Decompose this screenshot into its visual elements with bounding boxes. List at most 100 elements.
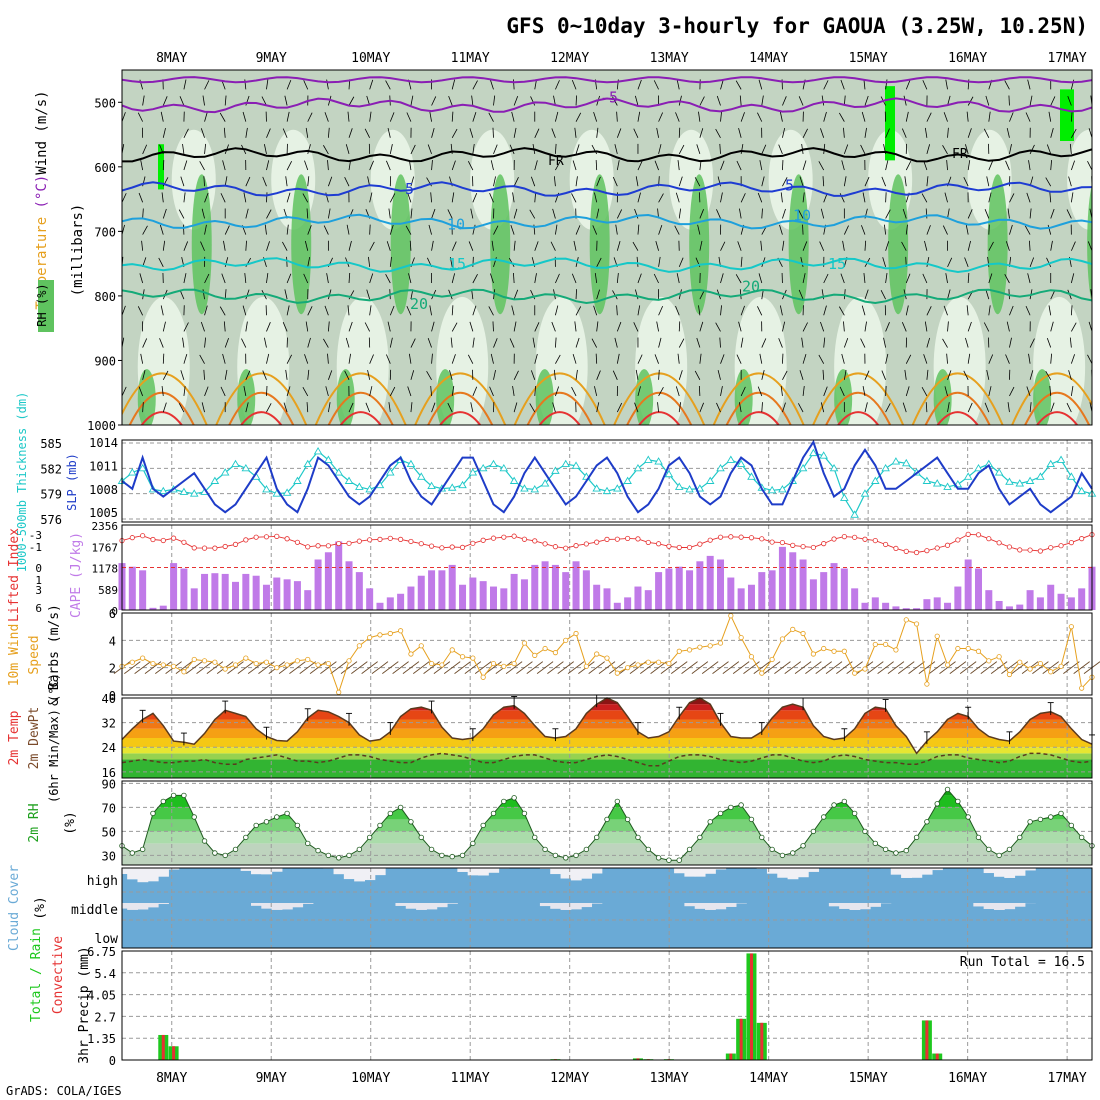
wind-barb bbox=[758, 273, 763, 284]
li-marker bbox=[563, 545, 569, 551]
rh-marker bbox=[666, 857, 672, 863]
surface-wind-barb bbox=[805, 661, 822, 675]
li-marker bbox=[594, 539, 600, 545]
wind-barb bbox=[736, 160, 742, 171]
li-tick-label: 3 bbox=[35, 584, 42, 597]
wind-barb bbox=[864, 402, 868, 413]
high-cloud-gap bbox=[983, 868, 995, 874]
wind-barb bbox=[798, 209, 804, 219]
wind-barb bbox=[720, 160, 725, 171]
li-marker bbox=[294, 539, 301, 545]
wind-barb bbox=[303, 273, 309, 284]
isotherm-25-arch bbox=[1011, 372, 1092, 425]
li-marker bbox=[676, 544, 682, 551]
wind-barb bbox=[284, 95, 288, 106]
surface-wind-barb bbox=[712, 661, 729, 675]
wind-barb bbox=[633, 322, 639, 332]
thickness-marker bbox=[623, 476, 632, 484]
thickness-marker bbox=[520, 484, 529, 492]
li-marker bbox=[655, 541, 662, 547]
wind-barb bbox=[451, 111, 454, 122]
wind-barb bbox=[1029, 95, 1033, 106]
high-cloud-gap bbox=[374, 868, 386, 876]
wind-barb bbox=[921, 387, 928, 397]
wind-speed-marker bbox=[655, 659, 662, 665]
rh-marker bbox=[170, 792, 177, 799]
wind-barb bbox=[839, 386, 845, 397]
wind-barb bbox=[802, 273, 806, 284]
surface-wind-barb bbox=[433, 661, 451, 675]
wind-barb bbox=[302, 193, 309, 203]
wind-barb bbox=[493, 369, 496, 380]
thickness-marker bbox=[128, 468, 137, 476]
thickness-marker bbox=[736, 459, 746, 468]
wind-barb bbox=[202, 95, 205, 106]
cape-bar bbox=[293, 581, 301, 610]
wind-barb bbox=[984, 402, 990, 413]
wind-barb bbox=[843, 369, 847, 380]
wind-barb bbox=[284, 289, 288, 300]
surface-wind-barb bbox=[206, 661, 224, 675]
wind-barb bbox=[699, 321, 704, 332]
wind-barb bbox=[286, 273, 292, 284]
wind-barb bbox=[739, 95, 742, 106]
wind-barb bbox=[637, 305, 641, 316]
wind-barb bbox=[161, 192, 164, 203]
thickness-marker bbox=[561, 459, 571, 468]
wind-barb bbox=[637, 386, 641, 397]
wind-barb bbox=[596, 257, 602, 268]
high-cloud-gap bbox=[674, 868, 685, 874]
wind-barb bbox=[282, 241, 288, 251]
wind-barb bbox=[1009, 193, 1015, 203]
wind-speed-marker bbox=[470, 655, 476, 661]
li-marker bbox=[996, 540, 1002, 546]
rh-axis-label-2: (%) bbox=[63, 811, 78, 834]
high-cloud-gap bbox=[684, 868, 696, 877]
wind-barb bbox=[677, 160, 680, 171]
wind-speed-marker bbox=[748, 654, 755, 660]
wind-barb bbox=[262, 176, 267, 187]
wind-barb bbox=[575, 369, 578, 380]
wind-barb bbox=[1006, 127, 1010, 138]
rh-marker bbox=[790, 850, 796, 856]
wind-barb bbox=[224, 225, 230, 235]
surface-wind-barb bbox=[918, 661, 936, 675]
isotherm-20 bbox=[122, 288, 1092, 305]
precip-convective-bar bbox=[172, 1046, 176, 1060]
wind-barb bbox=[594, 273, 598, 284]
wind-barb bbox=[575, 225, 581, 235]
wind-barb bbox=[224, 289, 227, 300]
wind-barb bbox=[716, 95, 721, 106]
wind-barb bbox=[694, 370, 701, 381]
wind-barb bbox=[162, 240, 166, 251]
wind-barb bbox=[658, 387, 664, 397]
wind-barb bbox=[1047, 224, 1052, 235]
high-cloud-gap bbox=[1024, 868, 1036, 871]
isotherm-30-arch bbox=[626, 391, 693, 425]
cape-bar bbox=[386, 597, 394, 610]
wind-speed-marker bbox=[140, 655, 146, 661]
wind-barb bbox=[530, 176, 536, 187]
wind-barb bbox=[307, 256, 311, 267]
wind-barb bbox=[1087, 354, 1092, 364]
cape-bar bbox=[1057, 593, 1065, 610]
wind-speed-marker bbox=[150, 660, 156, 667]
wind-barb bbox=[738, 128, 742, 138]
wind-barb bbox=[199, 354, 205, 364]
isotherm-10 bbox=[122, 213, 1092, 230]
wind-barb bbox=[369, 241, 375, 251]
wind-barb bbox=[447, 402, 453, 413]
rh-marker bbox=[470, 840, 476, 847]
wind-barb bbox=[307, 176, 310, 187]
thickness-marker bbox=[592, 484, 601, 492]
wind-barb bbox=[532, 337, 536, 348]
precip-frame bbox=[121, 950, 1093, 1061]
wind-barb bbox=[678, 127, 681, 138]
wind-barb bbox=[324, 305, 329, 316]
wind-barb bbox=[616, 241, 621, 251]
wind-barb bbox=[328, 370, 333, 380]
cape-bar bbox=[830, 563, 838, 610]
rh-marker bbox=[501, 798, 507, 805]
wind-barb bbox=[612, 370, 618, 380]
thickness-marker bbox=[664, 469, 674, 478]
